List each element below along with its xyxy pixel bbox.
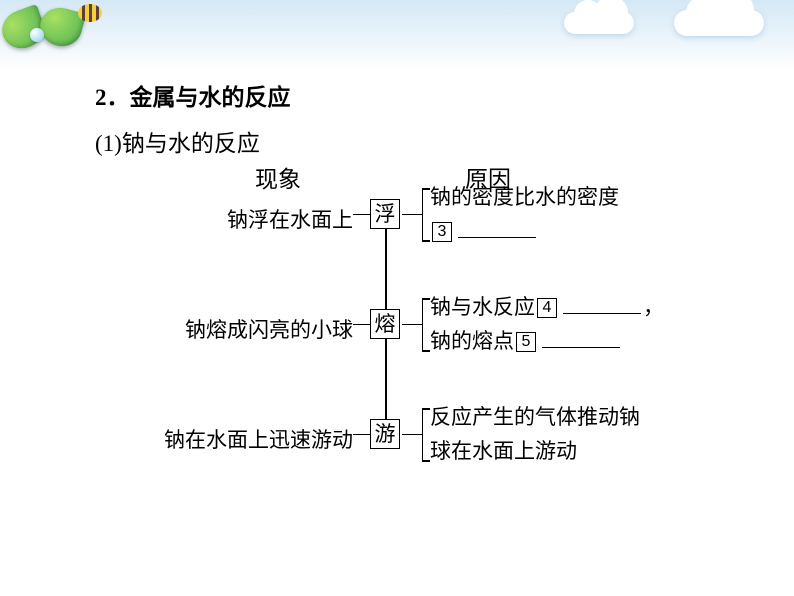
bracket-line xyxy=(422,408,423,460)
reason-line: 钠的熔点 xyxy=(430,329,514,353)
fill-blank xyxy=(458,216,536,238)
bracket-line xyxy=(422,298,430,300)
connector-line xyxy=(353,324,370,325)
cloud-icon xyxy=(564,12,634,34)
fill-blank xyxy=(563,292,641,314)
bracket-line xyxy=(422,298,423,350)
phenomenon-text: 钠熔成闪亮的小球 xyxy=(185,314,353,344)
reason-line: 钠的密度比水的密度 xyxy=(430,185,619,209)
phenomenon-text: 钠浮在水面上 xyxy=(227,204,353,234)
blank-number: 4 xyxy=(537,298,557,318)
reason-punct: ， xyxy=(643,295,664,319)
char-box: 游 xyxy=(370,419,400,449)
connector-line xyxy=(353,214,370,215)
reason-line: 球在水面上游动 xyxy=(430,439,577,463)
slide-content: 2．金属与水的反应 (1)钠与水的反应 现象 原因 钠浮在水面上 浮 钠的密度比… xyxy=(95,78,715,172)
bracket-line xyxy=(422,188,430,190)
char-box: 熔 xyxy=(370,309,400,339)
reaction-diagram: 钠浮在水面上 浮 钠的密度比水的密度 3 钠熔成闪亮的小球 熔 钠与水反应4， xyxy=(95,198,715,538)
water-drop-icon xyxy=(30,28,44,42)
connector-line xyxy=(353,434,370,435)
blank-number: 3 xyxy=(432,222,452,242)
cloud-icon xyxy=(674,10,764,36)
corner-decoration xyxy=(0,0,140,60)
sub-heading: (1)钠与水的反应 xyxy=(95,124,715,158)
bracket-line xyxy=(422,240,430,242)
phenomenon-text: 钠在水面上迅速游动 xyxy=(164,424,353,454)
connector-line xyxy=(402,214,422,215)
reason-line: 钠与水反应 xyxy=(430,295,535,319)
reason-text: 钠的密度比水的密度 3 xyxy=(430,180,720,248)
connector-line xyxy=(402,324,422,325)
bracket-line xyxy=(422,408,430,410)
reason-text: 反应产生的气体推动钠 球在水面上游动 xyxy=(430,400,720,468)
connector-line xyxy=(402,434,422,435)
reason-line: 反应产生的气体推动钠 xyxy=(430,405,640,429)
bee-icon xyxy=(78,4,102,22)
char-box: 浮 xyxy=(370,199,400,229)
bracket-line xyxy=(422,460,430,462)
bracket-line xyxy=(422,188,423,240)
reason-text: 钠与水反应4 ， 钠的熔点5 xyxy=(430,290,720,358)
section-heading: 2．金属与水的反应 xyxy=(95,78,715,112)
blank-number: 5 xyxy=(516,332,536,352)
column-header-phenomenon: 现象 xyxy=(255,160,301,194)
fill-blank xyxy=(542,326,620,348)
bracket-line xyxy=(422,350,430,352)
